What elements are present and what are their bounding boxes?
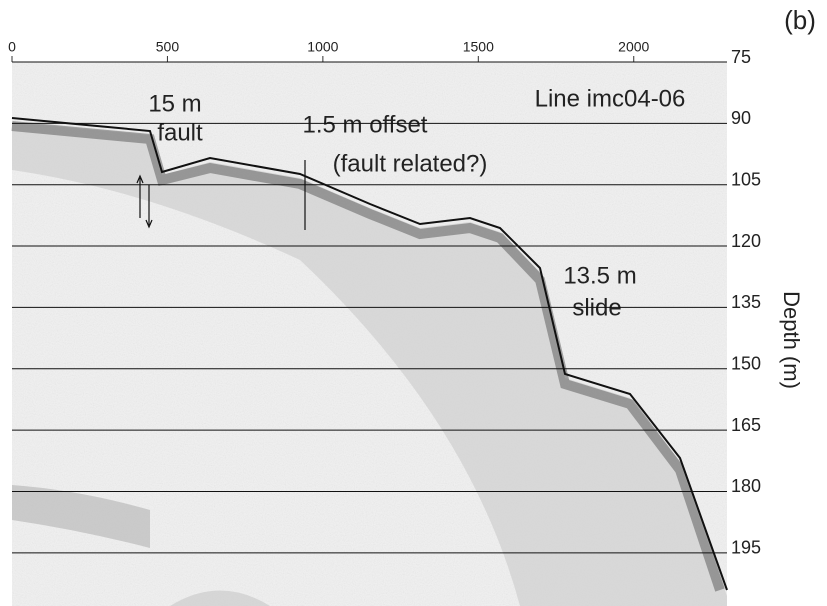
- y-tick-label: 180: [731, 476, 761, 496]
- y-axis-title: Depth (m): [779, 291, 804, 389]
- y-tick-label: 150: [731, 354, 761, 374]
- y-tick-label: 120: [731, 231, 761, 251]
- x-tick-label: 500: [156, 39, 180, 55]
- y-tick-label: 105: [731, 169, 761, 189]
- annotation: 1.5 m offset: [303, 111, 428, 138]
- figure-label: (b): [784, 5, 816, 35]
- annotation: 15 m: [148, 90, 201, 117]
- annotation: 13.5 m: [563, 262, 636, 289]
- y-tick-label: 90: [731, 108, 751, 128]
- y-tick-label: 195: [731, 538, 761, 558]
- x-tick-label: 1000: [307, 39, 338, 55]
- y-tick-label: 135: [731, 292, 761, 312]
- y-tick-label: 165: [731, 415, 761, 435]
- x-tick-label: 2000: [618, 39, 649, 55]
- figure: (b) Depth (m) Line imc04-06 15 m fault 1…: [0, 0, 827, 606]
- x-tick-label: 0: [8, 39, 16, 55]
- x-tick-label: 1500: [463, 39, 494, 55]
- y-tick-label: 75: [731, 47, 751, 67]
- line-name: Line imc04-06: [535, 85, 686, 112]
- annotation: (fault related?): [333, 150, 488, 177]
